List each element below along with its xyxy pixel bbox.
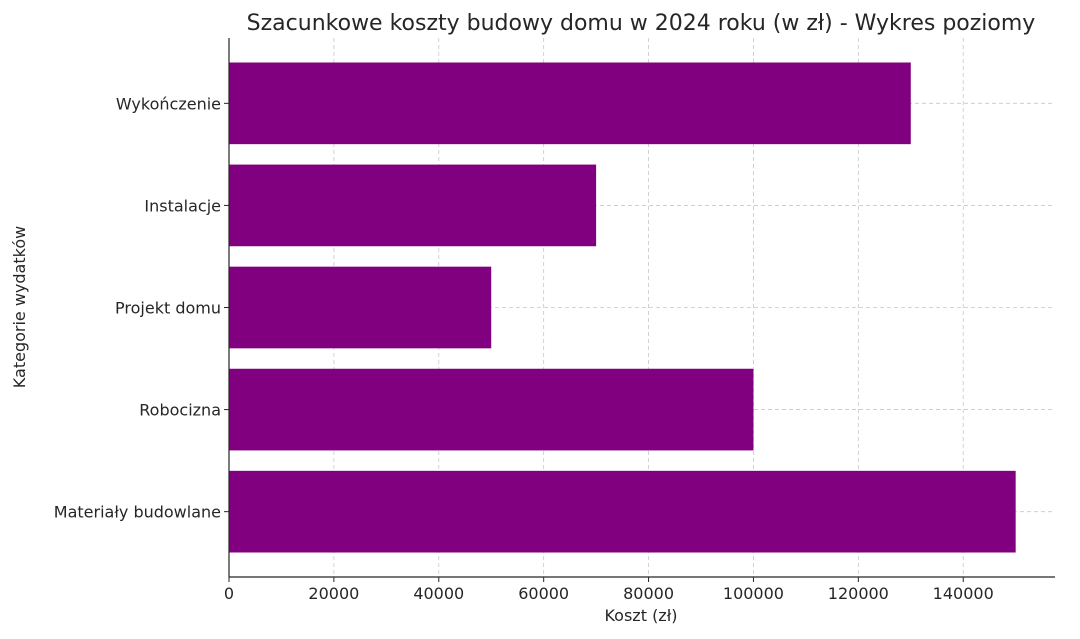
x-tick-label: 120000	[828, 584, 889, 603]
x-tick-label: 0	[224, 584, 234, 603]
x-tick-label: 20000	[308, 584, 359, 603]
chart-title: Szacunkowe koszty budowy domu w 2024 rok…	[247, 11, 1036, 36]
x-axis-label: Koszt (zł)	[604, 606, 677, 625]
y-tick-label: Robocizna	[139, 401, 221, 420]
bars	[229, 62, 1016, 553]
bar	[229, 368, 754, 451]
y-tick-label: Wykończenie	[116, 94, 221, 113]
y-ticks: Materiały budowlane Robocizna Projekt domu…	[54, 94, 229, 522]
bar	[229, 62, 911, 145]
bar	[229, 164, 597, 247]
x-tick-label: 80000	[623, 584, 674, 603]
bar	[229, 266, 492, 349]
y-tick-label: Materiały budowlane	[54, 503, 221, 522]
y-tick-label: Instalacje	[144, 196, 221, 215]
y-tick-label: Projekt domu	[115, 299, 221, 318]
x-tick-label: 40000	[413, 584, 464, 603]
x-tick-label: 140000	[933, 584, 994, 603]
bar	[229, 470, 1016, 553]
y-axis-label: Kategorie wydatków	[10, 226, 29, 388]
x-ticks: 0 20000 40000 60000 80000 100000 120000 140000	[224, 577, 994, 603]
x-tick-label: 60000	[518, 584, 569, 603]
x-tick-label: 100000	[723, 584, 784, 603]
